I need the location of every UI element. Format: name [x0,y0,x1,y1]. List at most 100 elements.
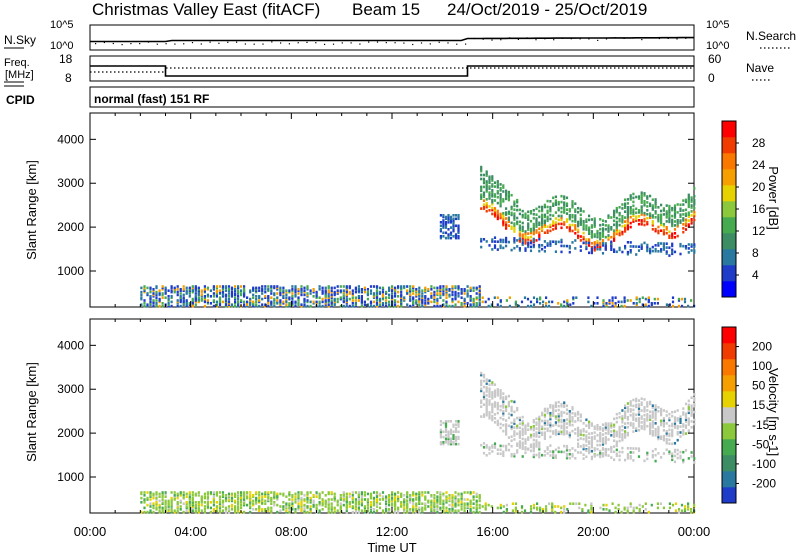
power-echo-field [140,165,696,308]
echo-cell [452,217,455,221]
echo-cell [615,208,618,212]
echo-cell [454,285,457,288]
echo-cell [563,433,566,436]
echo-cell [360,290,363,294]
echo-cell [421,299,424,302]
echo-cell [291,498,294,501]
echo-cell [321,491,324,494]
echo-cell [640,403,643,406]
echo-cell [529,304,533,308]
echo-cell [505,429,508,432]
echo-cell [391,491,394,494]
echo-cell [565,422,569,425]
echo-cell [267,304,270,308]
echo-cell [629,245,632,248]
echo-cell [188,492,191,496]
echo-cell [306,292,309,295]
echo-cell [234,494,237,497]
echo-cell [505,195,508,199]
echo-cell [557,218,560,222]
echo-cell [237,496,240,500]
echo-cell [682,411,685,414]
echo-cell [469,509,472,512]
echo-cell [212,509,215,512]
echo-cell [285,509,288,512]
echo-cell [618,223,621,227]
echo-cell [549,225,552,229]
echo-cell [649,410,652,414]
echo-cell [466,302,469,305]
echo-cell [649,416,652,420]
echo-cell [309,501,312,504]
echo-cell [482,185,486,189]
echo-cell [538,429,541,433]
echo-cell [543,419,546,423]
echo-cell [237,304,240,308]
echo-cell [170,496,173,500]
echo-cell [613,231,616,234]
echo-cell [212,491,215,494]
echo-cell [690,245,693,248]
echo-cell [574,457,577,460]
echo-cell [590,502,593,505]
echo-cell [348,285,351,288]
echo-cell [306,506,309,510]
echo-cell [394,496,397,500]
echo-cell [200,495,203,498]
echo-cell [610,456,613,459]
echo-cell [488,411,491,414]
echo-cell [152,503,155,507]
echo-cell [529,433,533,437]
echo-cell [510,435,513,438]
echo-cell [668,214,671,218]
echo-cell [252,304,255,308]
echo-cell [687,403,690,407]
echo-cell [604,246,607,249]
echo-cell [593,217,596,220]
echo-cell [647,304,650,308]
echo-cell [279,289,282,292]
echo-cell [330,300,333,304]
echo-cell [230,286,234,290]
echo-cell [565,444,569,448]
echo-cell [637,211,641,214]
echo-cell [513,420,516,423]
echo-cell [430,300,433,304]
echo-cell [164,492,167,496]
echo-cell [607,238,610,241]
echo-cell [687,215,690,218]
echo-cell [378,300,382,304]
nsearch-dot [324,43,326,45]
echo-cell [673,228,677,231]
echo-cell [638,503,641,507]
echo-cell [646,201,649,204]
echo-cell [621,409,624,412]
echo-cell [499,506,502,510]
echo-cell [513,202,516,206]
echo-cell [593,233,596,236]
echo-cell [527,438,530,441]
echo-cell [339,505,342,508]
echo-cell [472,495,475,498]
echo-cell [212,286,215,290]
echo-cell [173,290,176,294]
echo-cell [327,296,330,299]
echo-cell [524,247,527,250]
echo-cell [457,509,460,512]
echo-cell [649,194,652,198]
echo-cell [671,244,674,248]
echo-cell [309,496,312,500]
echo-cell [197,299,200,302]
echo-cell [623,304,626,308]
echo-cell [218,495,222,498]
echo-cell [430,296,433,299]
echo-cell [240,300,243,304]
echo-cell [149,502,152,505]
echo-cell [585,436,588,439]
echo-cell [206,300,209,304]
echo-cell [676,221,679,224]
echo-cell [552,228,555,231]
echo-cell [143,302,146,305]
echo-cell [637,409,641,412]
echo-cell [539,508,542,511]
